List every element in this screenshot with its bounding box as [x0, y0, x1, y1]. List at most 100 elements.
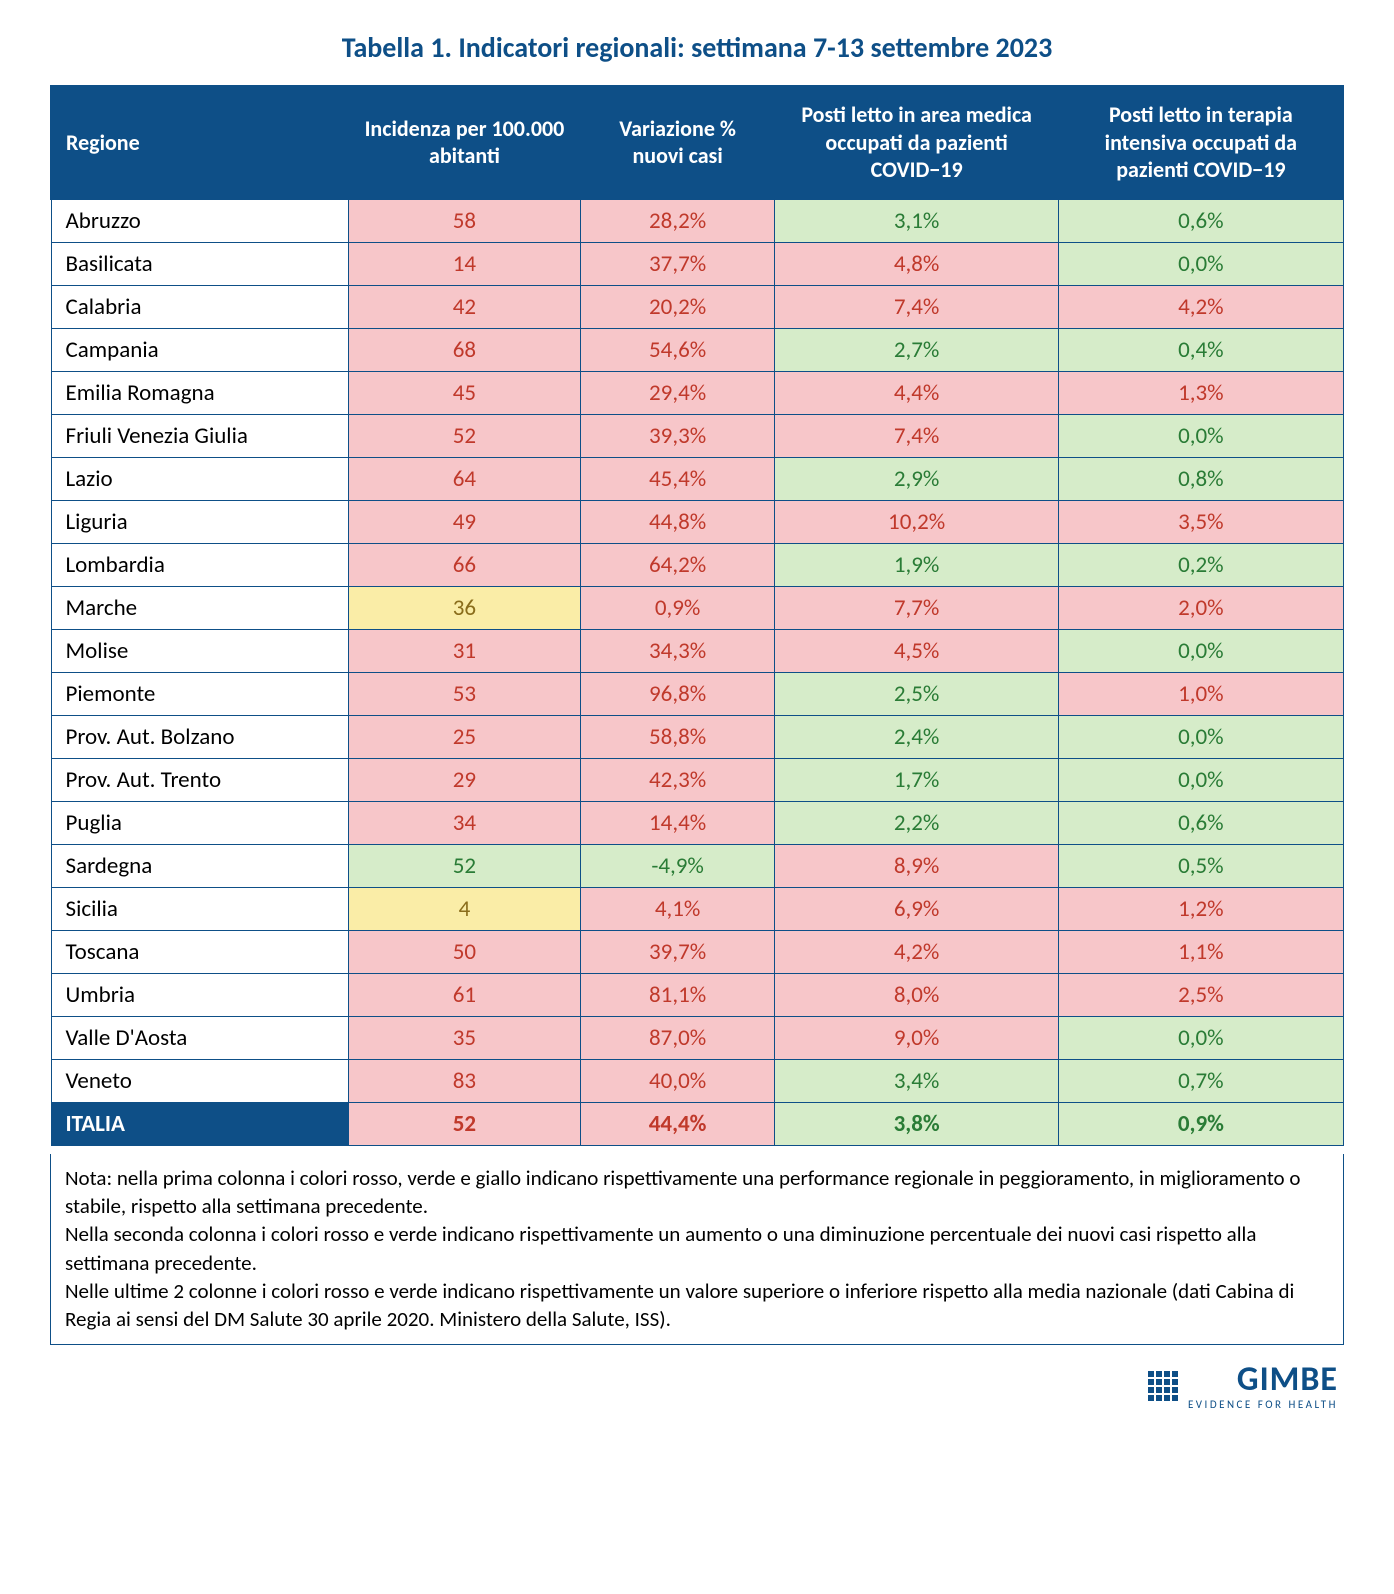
cell-medical: 2,2%	[775, 801, 1059, 844]
table-title: Tabella 1. Indicatori regionali: settima…	[50, 30, 1344, 65]
logo-tagline: EVIDENCE FOR HEALTH	[1188, 1399, 1338, 1410]
cell-region: Friuli Venezia Giulia	[51, 414, 348, 457]
cell-incidence: 68	[348, 328, 581, 371]
cell-region: Liguria	[51, 500, 348, 543]
table-row: Sardegna52-4,9%8,9%0,5%	[51, 844, 1343, 887]
cell-region: Sicilia	[51, 887, 348, 930]
cell-incidence: 35	[348, 1016, 581, 1059]
cell-medical-total: 3,8%	[775, 1102, 1059, 1145]
cell-region: Prov. Aut. Bolzano	[51, 715, 348, 758]
cell-icu-total: 0,9%	[1059, 1102, 1343, 1145]
cell-incidence: 61	[348, 973, 581, 1016]
cell-variation: 14,4%	[581, 801, 775, 844]
cell-incidence: 36	[348, 586, 581, 629]
table-total-row: ITALIA5244,4%3,8%0,9%	[51, 1102, 1343, 1145]
cell-variation: -4,9%	[581, 844, 775, 887]
cell-incidence: 52	[348, 844, 581, 887]
table-row: Calabria4220,2%7,4%4,2%	[51, 285, 1343, 328]
cell-icu: 0,8%	[1059, 457, 1343, 500]
table-note: Nota: nella prima colonna i colori rosso…	[50, 1154, 1344, 1345]
cell-variation: 0,9%	[581, 586, 775, 629]
cell-incidence: 83	[348, 1059, 581, 1102]
cell-icu: 0,5%	[1059, 844, 1343, 887]
cell-region: Emilia Romagna	[51, 371, 348, 414]
cell-medical: 1,7%	[775, 758, 1059, 801]
cell-variation: 58,8%	[581, 715, 775, 758]
cell-medical: 7,4%	[775, 285, 1059, 328]
cell-region: Abruzzo	[51, 199, 348, 243]
table-row: Piemonte5396,8%2,5%1,0%	[51, 672, 1343, 715]
cell-medical: 2,7%	[775, 328, 1059, 371]
cell-variation: 39,3%	[581, 414, 775, 457]
table-row: Marche360,9%7,7%2,0%	[51, 586, 1343, 629]
col-header-medical: Posti letto in area medica occupati da p…	[775, 86, 1059, 199]
cell-region: Sardegna	[51, 844, 348, 887]
cell-incidence-total: 52	[348, 1102, 581, 1145]
cell-icu: 0,0%	[1059, 715, 1343, 758]
cell-variation: 39,7%	[581, 930, 775, 973]
cell-variation: 44,8%	[581, 500, 775, 543]
cell-icu: 1,1%	[1059, 930, 1343, 973]
cell-variation: 42,3%	[581, 758, 775, 801]
logo-name: GIMBE	[1188, 1363, 1338, 1397]
cell-icu: 1,3%	[1059, 371, 1343, 414]
table-row: Lazio6445,4%2,9%0,8%	[51, 457, 1343, 500]
cell-icu: 2,5%	[1059, 973, 1343, 1016]
cell-icu: 1,2%	[1059, 887, 1343, 930]
cell-medical: 9,0%	[775, 1016, 1059, 1059]
cell-variation: 37,7%	[581, 242, 775, 285]
cell-region: Lazio	[51, 457, 348, 500]
cell-region: Puglia	[51, 801, 348, 844]
cell-medical: 8,0%	[775, 973, 1059, 1016]
cell-medical: 7,7%	[775, 586, 1059, 629]
cell-icu: 0,7%	[1059, 1059, 1343, 1102]
cell-region: Calabria	[51, 285, 348, 328]
cell-variation: 28,2%	[581, 199, 775, 243]
cell-medical: 4,2%	[775, 930, 1059, 973]
cell-region: Basilicata	[51, 242, 348, 285]
table-row: Toscana5039,7%4,2%1,1%	[51, 930, 1343, 973]
cell-region: Prov. Aut. Trento	[51, 758, 348, 801]
cell-variation: 64,2%	[581, 543, 775, 586]
table-row: Veneto8340,0%3,4%0,7%	[51, 1059, 1343, 1102]
cell-incidence: 29	[348, 758, 581, 801]
cell-medical: 1,9%	[775, 543, 1059, 586]
cell-icu: 0,0%	[1059, 758, 1343, 801]
cell-variation: 34,3%	[581, 629, 775, 672]
cell-medical: 7,4%	[775, 414, 1059, 457]
cell-icu: 3,5%	[1059, 500, 1343, 543]
cell-icu: 0,0%	[1059, 629, 1343, 672]
cell-incidence: 42	[348, 285, 581, 328]
cell-medical: 2,4%	[775, 715, 1059, 758]
regional-indicators-table: Regione Incidenza per 100.000 abitanti V…	[50, 85, 1344, 1146]
cell-icu: 0,4%	[1059, 328, 1343, 371]
logo-container: GIMBE EVIDENCE FOR HEALTH	[50, 1363, 1344, 1410]
cell-incidence: 31	[348, 629, 581, 672]
cell-medical: 4,8%	[775, 242, 1059, 285]
table-header-row: Regione Incidenza per 100.000 abitanti V…	[51, 86, 1343, 199]
cell-region: Valle D'Aosta	[51, 1016, 348, 1059]
cell-medical: 3,1%	[775, 199, 1059, 243]
cell-icu: 0,6%	[1059, 199, 1343, 243]
cell-icu: 0,6%	[1059, 801, 1343, 844]
cell-region: Lombardia	[51, 543, 348, 586]
table-row: Liguria4944,8%10,2%3,5%	[51, 500, 1343, 543]
cell-region: Toscana	[51, 930, 348, 973]
table-row: Puglia3414,4%2,2%0,6%	[51, 801, 1343, 844]
cell-medical: 4,5%	[775, 629, 1059, 672]
cell-region: Marche	[51, 586, 348, 629]
cell-incidence: 4	[348, 887, 581, 930]
cell-incidence: 64	[348, 457, 581, 500]
gimbe-logo: GIMBE EVIDENCE FOR HEALTH	[1148, 1363, 1338, 1410]
cell-icu: 2,0%	[1059, 586, 1343, 629]
cell-medical: 2,9%	[775, 457, 1059, 500]
cell-region: Veneto	[51, 1059, 348, 1102]
cell-variation: 4,1%	[581, 887, 775, 930]
table-row: Prov. Aut. Bolzano2558,8%2,4%0,0%	[51, 715, 1343, 758]
cell-incidence: 34	[348, 801, 581, 844]
cell-medical: 6,9%	[775, 887, 1059, 930]
col-header-icu: Posti letto in terapia intensiva occupat…	[1059, 86, 1343, 199]
cell-icu: 0,0%	[1059, 242, 1343, 285]
cell-variation: 29,4%	[581, 371, 775, 414]
table-row: Friuli Venezia Giulia5239,3%7,4%0,0%	[51, 414, 1343, 457]
